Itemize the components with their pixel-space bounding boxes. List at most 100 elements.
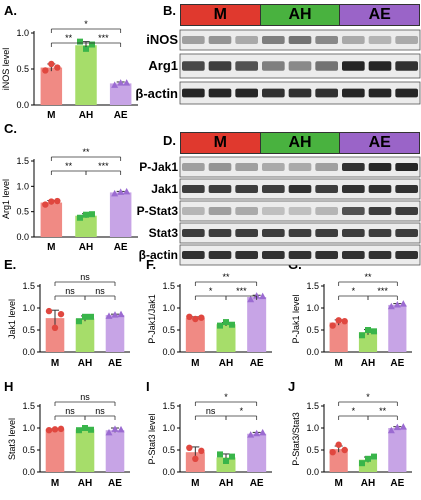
point-a-1-2 <box>89 41 95 48</box>
sig-label-g-1: *** <box>377 286 388 296</box>
strip-stat3-band-6 <box>342 229 365 237</box>
y-axis-label-f: P-Jak1/Jak1 <box>147 294 157 344</box>
strip-p-stat3-band-0 <box>182 207 205 215</box>
strip-p-jak1-band-0 <box>182 163 205 171</box>
point-f-0-1 <box>192 315 199 323</box>
point-a-0-0 <box>42 67 49 74</box>
bar-g-m <box>329 322 348 352</box>
blot-label-stat3: Stat3 <box>148 226 178 240</box>
y-tick-label-h-3: 1.5 <box>22 401 35 411</box>
strip-arg1-band-5 <box>315 61 338 71</box>
point-g-0-0 <box>329 322 336 329</box>
blot-b-group-ae: AE <box>340 5 420 25</box>
strip-p-stat3-band-5 <box>315 207 338 215</box>
point-f-2-0 <box>247 295 255 303</box>
point-e-1-0 <box>76 318 82 325</box>
x-tick-label-i-0: M <box>191 478 199 489</box>
sig-label-j-0: * <box>352 406 356 416</box>
x-tick-label-i-2: AE <box>250 478 264 489</box>
x-tick-label-h-1: AH <box>78 478 92 489</box>
bar-h-m <box>45 429 65 472</box>
bar-i-m <box>185 452 205 472</box>
strip-p-jak1-band-3 <box>262 163 285 171</box>
strip-p-stat3-band-6 <box>342 207 365 215</box>
blot-label-b-actin: β-actin <box>135 86 178 101</box>
point-c-0-0 <box>42 201 49 208</box>
blot-b-group-ah: AH <box>260 5 341 25</box>
sig-label-f-1: *** <box>236 286 247 296</box>
y-axis-label-j: P-Stat3/Stat3 <box>291 412 301 466</box>
strip-stat3-band-8 <box>395 229 418 237</box>
y-tick-label-a-1: 0.5 <box>16 64 29 74</box>
sig-label-f-2: ** <box>222 272 230 282</box>
x-tick-label-e-0: M <box>51 358 59 369</box>
y-tick-label-j-3: 1.5 <box>306 401 319 411</box>
point-e-2-1 <box>111 311 119 318</box>
sig-label-h-0: ns <box>65 406 75 416</box>
point-g-0-1 <box>335 317 342 324</box>
strip-jak1-band-2 <box>235 185 258 193</box>
point-h-1-2 <box>88 426 94 433</box>
x-tick-label-j-0: M <box>334 478 342 489</box>
point-a-1-1 <box>83 45 89 52</box>
bar-c-ae <box>109 192 132 237</box>
x-tick-label-c-1: AH <box>79 242 93 253</box>
y-axis-label-a: iNOS level <box>1 48 11 91</box>
point-e-0-0 <box>45 307 53 315</box>
point-g-1-2 <box>371 328 377 335</box>
x-tick-label-e-1: AH <box>78 358 92 369</box>
point-g-2-0 <box>387 302 395 310</box>
strip-p-stat3-frame <box>179 200 421 222</box>
point-c-2-2 <box>123 187 131 195</box>
y-tick-label-g-0: 0.0 <box>306 347 319 357</box>
point-i-1-2 <box>229 453 235 460</box>
strip-inos-band-4 <box>288 36 312 44</box>
sig-label-g-2: ** <box>364 272 372 282</box>
strip-b-actin-band-2 <box>235 88 258 98</box>
panel-letter-i: I <box>146 379 150 394</box>
strip-b-actin-band-7 <box>368 88 392 98</box>
sig-label-e-0: ns <box>65 286 75 296</box>
y-tick-label-h-2: 1.0 <box>22 423 35 433</box>
x-tick-label-g-1: AH <box>361 358 375 369</box>
x-tick-label-f-0: M <box>191 358 199 369</box>
y-tick-label-a-0: 0.0 <box>16 100 29 110</box>
strip-p-stat3-band-4 <box>288 207 312 215</box>
strip-inos-band-1 <box>208 36 232 44</box>
point-a-0-1 <box>48 60 55 68</box>
point-a-1-0 <box>77 38 83 45</box>
strip-jak1-band-4 <box>288 185 312 193</box>
strip-arg1-band-4 <box>288 61 312 71</box>
blot-d: M AH AE <box>180 132 420 254</box>
x-tick-label-h-0: M <box>51 478 59 489</box>
point-j-0-2 <box>341 446 348 454</box>
y-tick-label-c-0: 0.0 <box>16 232 29 242</box>
blot-d-header: M AH AE <box>180 132 420 154</box>
strip-inos-band-8 <box>395 36 418 44</box>
panel-letter-c: C. <box>4 121 17 136</box>
x-tick-label-c-2: AE <box>114 242 128 253</box>
strip-d-actin-band-1 <box>208 251 232 259</box>
x-tick-label-e-2: AE <box>108 358 122 369</box>
y-axis-label-h: Stat3 level <box>7 418 17 460</box>
point-e-0-1 <box>51 324 59 331</box>
sig-label-c-1: *** <box>98 161 109 171</box>
bar-f-ah <box>216 324 236 352</box>
sig-label-c-0: ** <box>65 161 73 171</box>
sig-label-a-0: ** <box>65 33 73 43</box>
point-c-1-2 <box>89 211 95 218</box>
strip-jak1-band-3 <box>262 185 285 193</box>
strip-inos-band-6 <box>342 36 365 44</box>
point-h-1-0 <box>76 427 82 434</box>
strip-p-jak1-band-5 <box>315 163 338 171</box>
blot-label-jak1: Jak1 <box>151 182 178 196</box>
point-c-2-0 <box>111 189 119 197</box>
strip-p-jak1-band-4 <box>288 163 312 171</box>
y-tick-label-a-2: 1.0 <box>16 28 29 38</box>
y-tick-label-f-2: 1.0 <box>162 303 175 313</box>
